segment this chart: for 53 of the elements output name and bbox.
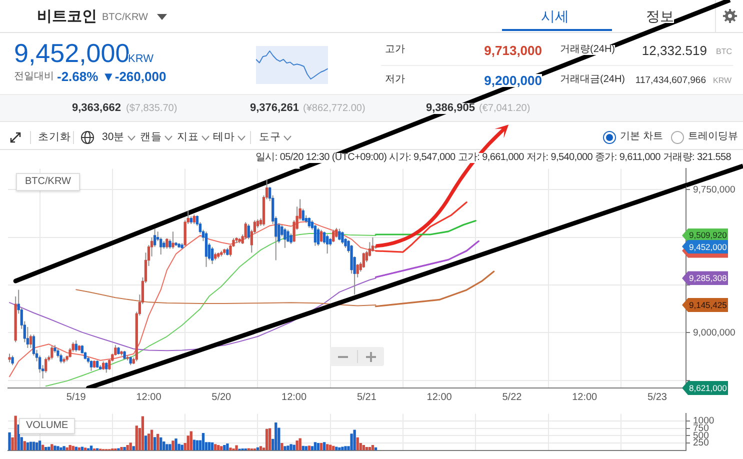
text: (€7,041.20) [479, 103, 530, 114]
x-tick-label: 5/20 [212, 392, 232, 403]
text: 12,332.519 [642, 43, 707, 58]
x-tick-label: 5/22 [502, 392, 522, 403]
text: 9,452,000 [14, 38, 130, 68]
x-tick-label: 12:00 [282, 392, 307, 403]
text: 117,434,607,966 [635, 75, 706, 86]
text: BTC [716, 47, 732, 56]
x-tick-label: 5/21 [356, 392, 377, 403]
text: 9,452,000 [682, 240, 728, 254]
text: 저가 [385, 74, 405, 85]
annotation: VOLUME [19, 418, 76, 434]
text: 트레이딩뷰 [688, 131, 738, 142]
text: 9,200,000 [484, 73, 542, 88]
text: ▼-260,000 [102, 69, 166, 84]
text: 9,363,662 [72, 102, 121, 114]
text: 시세 [541, 8, 569, 24]
text: 고가 [385, 44, 405, 55]
text: ($7,835.70) [126, 103, 178, 114]
text: 도구 [259, 131, 281, 143]
y-tick-label: 250 [693, 438, 709, 449]
text: 초기화 [38, 131, 71, 143]
text: 기본 차트 [620, 131, 663, 142]
text: 9,145,425 [682, 298, 728, 312]
text: 캔들 [140, 131, 162, 143]
text: KRW [128, 53, 154, 65]
x-tick-label: 12:00 [426, 392, 452, 403]
text: 지표 [177, 131, 199, 143]
text: 테마 [213, 131, 235, 143]
x-tick-label: 12:00 [572, 392, 598, 403]
text: 9,376,261 [250, 102, 299, 114]
text: 일시: 05/20 12:30 (UTC+09:00) 시가: 9,547,000 고가: 9,661,000 저가: 9,540,000 종가: 9,611,000 거래량: 321.558 [256, 152, 731, 163]
text: 9,386,905 [426, 102, 475, 114]
text: 비트코인 [37, 8, 97, 25]
text: -2.68% [57, 69, 98, 84]
text: BTC/KRW [102, 12, 148, 23]
x-tick-label: 5/19 [66, 392, 86, 403]
text: 전일대비 [14, 71, 54, 82]
text: 거래량(24H) [560, 44, 616, 55]
text: 9,713,000 [484, 43, 542, 58]
x-tick-label: 5/23 [648, 392, 668, 403]
text: 30분 [102, 131, 125, 143]
x-tick-label: 12:00 [136, 392, 162, 403]
text: 정보 [646, 8, 674, 24]
y-tick-label: 9,000,000 [693, 327, 736, 338]
text: 9,285,308 [682, 271, 728, 286]
annotation: BTC/KRW [16, 172, 80, 191]
text: (¥862,772.00) [303, 103, 366, 114]
text: 8,621,000 [682, 381, 728, 395]
text: 거래대금(24H) [560, 74, 626, 85]
text: 9,509,920 [682, 228, 728, 242]
text: KRW [713, 76, 732, 85]
y-tick-label: 9,750,000 [693, 184, 736, 196]
